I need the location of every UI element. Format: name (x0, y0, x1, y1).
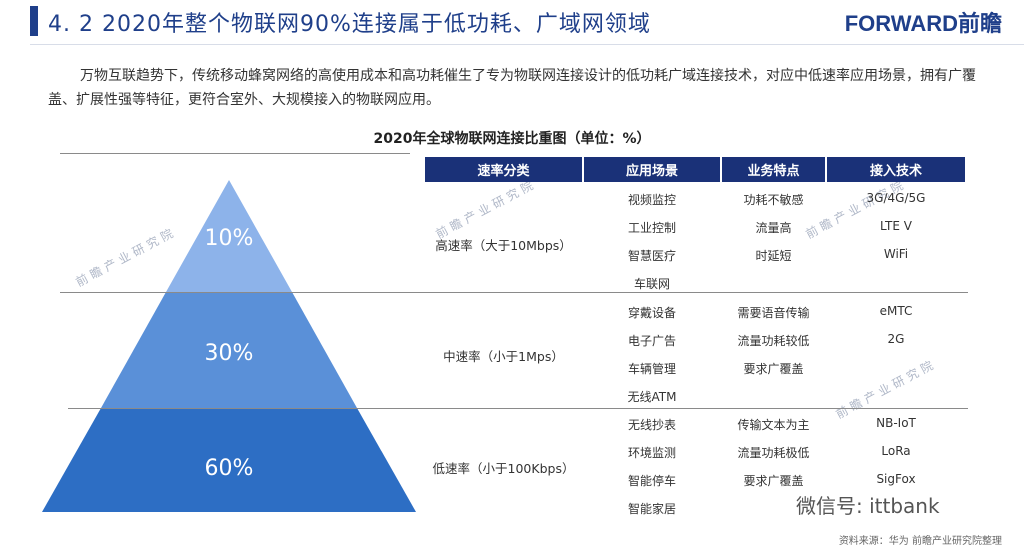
table-header-scenario: 应用场景 (584, 157, 720, 182)
row-divider (60, 292, 968, 293)
feature-cell: 流量功耗较低 (737, 334, 810, 348)
scenario-cell: 智能家居 (627, 502, 676, 516)
wechat-id-watermark: 微信号: ittbank (796, 494, 940, 518)
watermark-text: 前瞻产业研究院 (833, 356, 939, 422)
title-accent-bar (30, 6, 38, 36)
connection-share-pyramid: 10% 30% 60% (42, 180, 416, 512)
scenario-cell: 无线抄表 (627, 418, 676, 432)
row-divider (68, 408, 968, 409)
scenario-cell: 智能停车 (627, 474, 676, 488)
scenario-cell: 穿戴设备 (627, 306, 676, 320)
feature-cell: 传输文本为主 (737, 418, 810, 432)
chart-title: 2020年全球物联网连接比重图（单位：%） (373, 131, 651, 147)
title-divider (30, 44, 1024, 45)
feature-cell: 时延短 (755, 249, 792, 263)
watermark-text: 前瞻产业研究院 (433, 176, 539, 242)
tech-cell: eMTC (879, 304, 913, 318)
pyramid-bottom-tier (42, 408, 416, 512)
brand-logo: FORWARD前瞻 (844, 11, 1002, 36)
feature-cell: 流量高 (755, 221, 792, 235)
scenario-cell: 环境监测 (627, 446, 676, 460)
scenario-cell: 智慧医疗 (627, 249, 676, 263)
feature-cell: 功耗不敏感 (743, 193, 804, 207)
table-header-feature: 业务特点 (722, 157, 825, 182)
tech-cell: LoRa (881, 444, 911, 458)
scenario-cell: 视频监控 (627, 193, 676, 207)
tech-cell: 3G/4G/5G (866, 191, 926, 205)
feature-cell: 流量功耗极低 (737, 446, 810, 460)
rate-category: 中速率（小于1Mps） (443, 349, 564, 364)
table-header-rate: 速率分类 (425, 157, 582, 182)
tech-cell: LTE V (880, 219, 912, 233)
tech-cell: NB-IoT (876, 416, 916, 430)
pyramid-top-tier (166, 180, 292, 292)
scenario-cell: 电子广告 (627, 334, 676, 348)
scenario-cell: 无线ATM (627, 390, 677, 404)
page-title: 4. 2 2020年整个物联网90%连接属于低功耗、广域网领域 (48, 12, 651, 37)
pct-label-mid: 30% (205, 341, 254, 366)
scenario-cell: 车联网 (633, 277, 670, 291)
tech-cell: WiFi (883, 247, 909, 261)
feature-cell: 要求广覆盖 (743, 474, 804, 488)
tech-cell: 2G (887, 332, 905, 346)
feature-cell: 需要语音传输 (737, 306, 810, 320)
pct-label-high: 10% (205, 226, 254, 251)
source-note: 资料来源：华为 前瞻产业研究院整理 (838, 536, 1002, 547)
tech-cell: SigFox (876, 472, 916, 486)
rate-category: 低速率（小于100Kbps） (432, 461, 575, 476)
pyramid-middle-tier (101, 292, 357, 408)
feature-cell: 要求广覆盖 (743, 362, 804, 376)
pct-label-low: 60% (205, 456, 254, 481)
top-divider (60, 153, 410, 154)
rate-category: 高速率（大于10Mbps） (435, 238, 572, 253)
scenario-cell: 车辆管理 (627, 362, 676, 376)
table-header-tech: 接入技术 (827, 157, 965, 182)
intro-paragraph: 万物互联趋势下，传统移动蜂窝网络的高使用成本和高功耗催生了专为物联网连接设计的低… (48, 68, 976, 108)
scenario-cell: 工业控制 (627, 221, 676, 235)
